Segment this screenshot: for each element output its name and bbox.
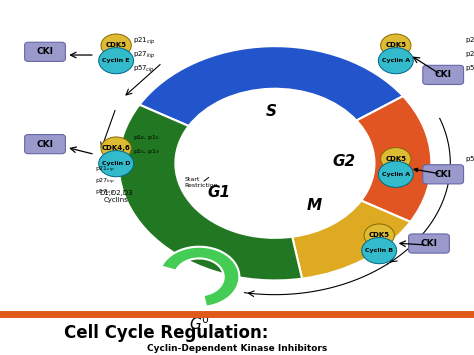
FancyBboxPatch shape [409, 234, 449, 253]
Wedge shape [356, 96, 431, 222]
Text: CDK5: CDK5 [385, 42, 406, 48]
Text: p27$_{kip}$: p27$_{kip}$ [133, 50, 155, 61]
Circle shape [99, 48, 134, 74]
Text: CDK5: CDK5 [385, 156, 406, 162]
Text: Cyclin E: Cyclin E [102, 58, 130, 63]
Text: Start
Restriction: Start Restriction [185, 178, 219, 188]
Text: CDK5: CDK5 [106, 42, 127, 48]
Circle shape [101, 34, 131, 57]
FancyBboxPatch shape [25, 135, 65, 154]
Text: G1: G1 [207, 185, 230, 200]
Text: p1$_5$, p1$_9$: p1$_5$, p1$_9$ [133, 147, 160, 155]
Text: p57$_{cip}$: p57$_{cip}$ [95, 188, 115, 198]
Text: CDK4,6: CDK4,6 [102, 145, 130, 151]
Text: D1,D2,D3
Cyclins: D1,D2,D3 Cyclins [100, 190, 133, 203]
Circle shape [378, 161, 413, 187]
Text: CKI: CKI [420, 239, 438, 248]
Text: CKI: CKI [36, 140, 54, 149]
FancyBboxPatch shape [423, 65, 464, 84]
Text: S: S [266, 104, 277, 119]
Text: CKI: CKI [435, 170, 452, 179]
Text: Cyclin A: Cyclin A [382, 58, 410, 63]
Text: p57$_{cip}$: p57$_{cip}$ [465, 64, 474, 75]
Wedge shape [292, 201, 410, 279]
Text: CKI: CKI [36, 47, 54, 56]
Text: p57$_{cip}$: p57$_{cip}$ [133, 64, 155, 75]
Text: p27$_{kip}$: p27$_{kip}$ [465, 50, 474, 61]
FancyBboxPatch shape [423, 165, 464, 184]
Text: Cyclin B: Cyclin B [365, 248, 393, 253]
Text: p27$_{kip}$: p27$_{kip}$ [95, 176, 115, 187]
Text: Cyclin D: Cyclin D [102, 161, 130, 166]
Text: Cyclin-Dependent Kinase Inhibitors: Cyclin-Dependent Kinase Inhibitors [147, 344, 327, 353]
Text: CKI: CKI [435, 70, 452, 80]
Text: Cyclin A: Cyclin A [382, 172, 410, 177]
Circle shape [101, 137, 131, 160]
Text: M: M [307, 198, 322, 213]
Circle shape [378, 48, 413, 74]
FancyBboxPatch shape [25, 42, 65, 61]
Circle shape [364, 224, 394, 247]
Circle shape [362, 237, 397, 264]
Text: Cell Cycle Regulation:: Cell Cycle Regulation: [64, 324, 268, 342]
Text: $G^0$: $G^0$ [189, 314, 210, 333]
Text: p1$_8$, p1$_6$: p1$_8$, p1$_6$ [133, 133, 160, 142]
Text: p21$_{cip}$: p21$_{cip}$ [133, 36, 155, 47]
Circle shape [381, 148, 411, 170]
Circle shape [99, 151, 134, 177]
Circle shape [381, 34, 411, 57]
Text: p21$_{cip}$: p21$_{cip}$ [95, 165, 115, 175]
Text: CDK5: CDK5 [369, 232, 390, 238]
Polygon shape [161, 247, 239, 307]
Text: G2: G2 [332, 154, 355, 169]
Text: p57$_{cip}$: p57$_{cip}$ [465, 154, 474, 166]
Wedge shape [118, 105, 302, 280]
Text: p21$_{cip}$: p21$_{cip}$ [465, 36, 474, 47]
Wedge shape [139, 46, 403, 126]
